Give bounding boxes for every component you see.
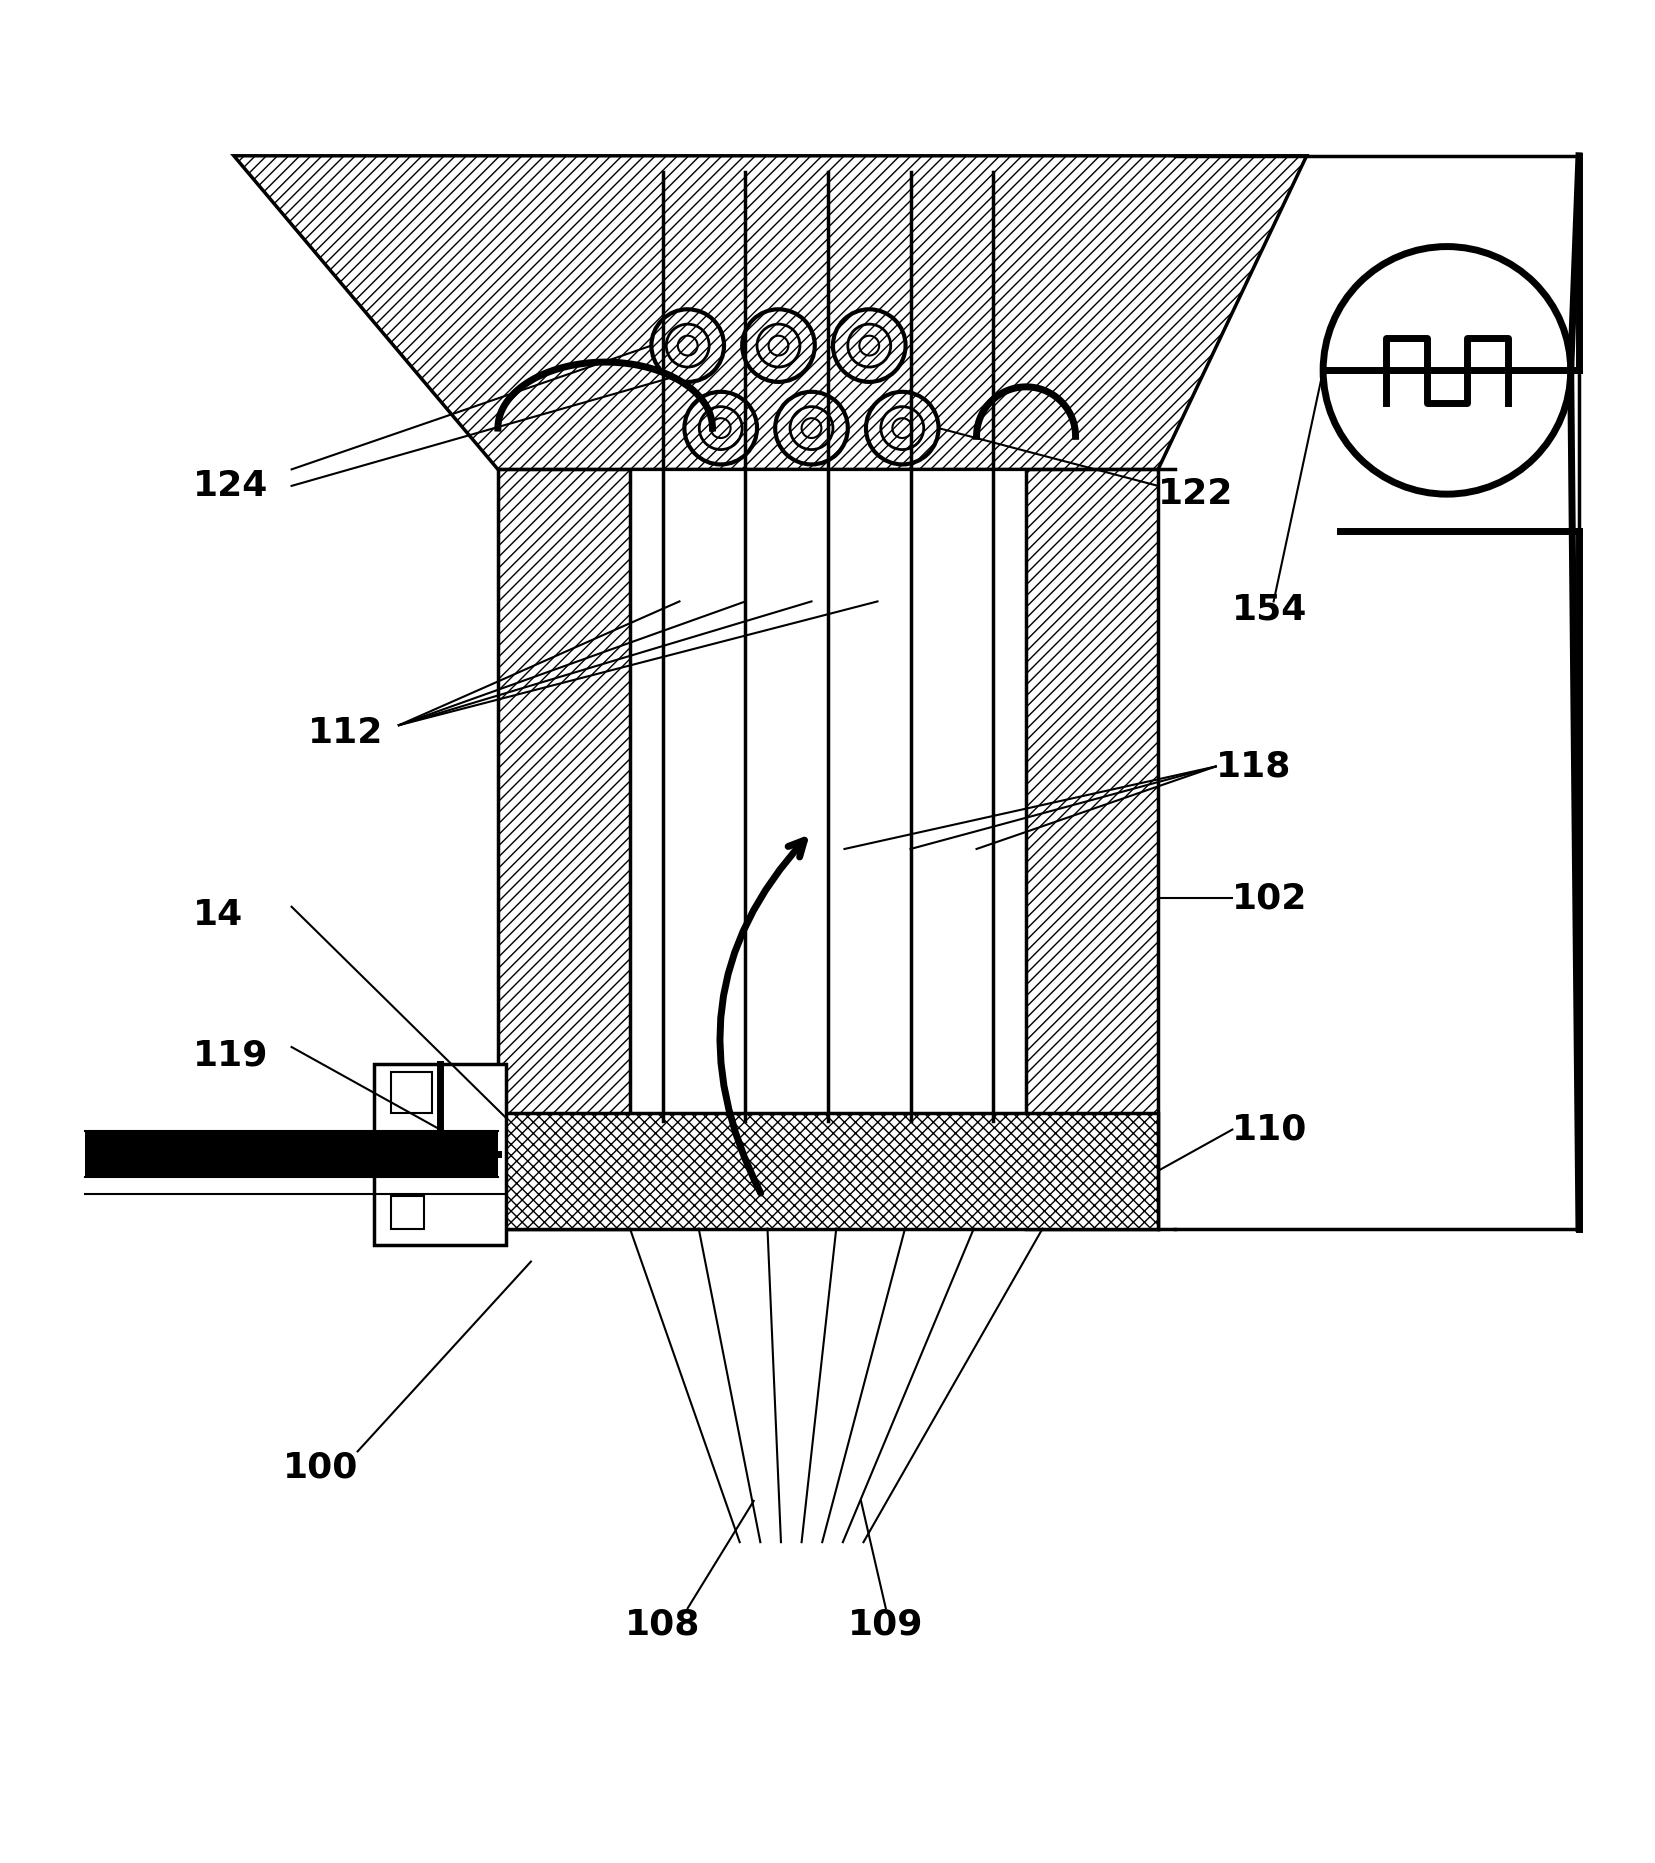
Bar bbox=[1026, 469, 1157, 1228]
Bar bbox=[374, 1064, 506, 1244]
Text: 154: 154 bbox=[1231, 592, 1307, 626]
Text: 124: 124 bbox=[192, 469, 268, 503]
Text: 100: 100 bbox=[283, 1451, 359, 1485]
Text: 109: 109 bbox=[847, 1608, 923, 1641]
Text: 102: 102 bbox=[1231, 881, 1307, 915]
Bar bbox=[498, 469, 629, 1228]
Text: 119: 119 bbox=[192, 1038, 268, 1073]
Text: 110: 110 bbox=[1231, 1112, 1307, 1146]
Text: 108: 108 bbox=[626, 1608, 700, 1641]
Bar bbox=[391, 1071, 432, 1112]
Text: 118: 118 bbox=[1215, 749, 1291, 784]
Bar bbox=[86, 1131, 498, 1177]
Bar bbox=[391, 1196, 424, 1228]
Text: 122: 122 bbox=[1157, 477, 1233, 510]
Bar bbox=[498, 1112, 1157, 1228]
Text: 112: 112 bbox=[308, 717, 384, 751]
Text: 14: 14 bbox=[192, 898, 243, 932]
Polygon shape bbox=[233, 156, 1306, 469]
